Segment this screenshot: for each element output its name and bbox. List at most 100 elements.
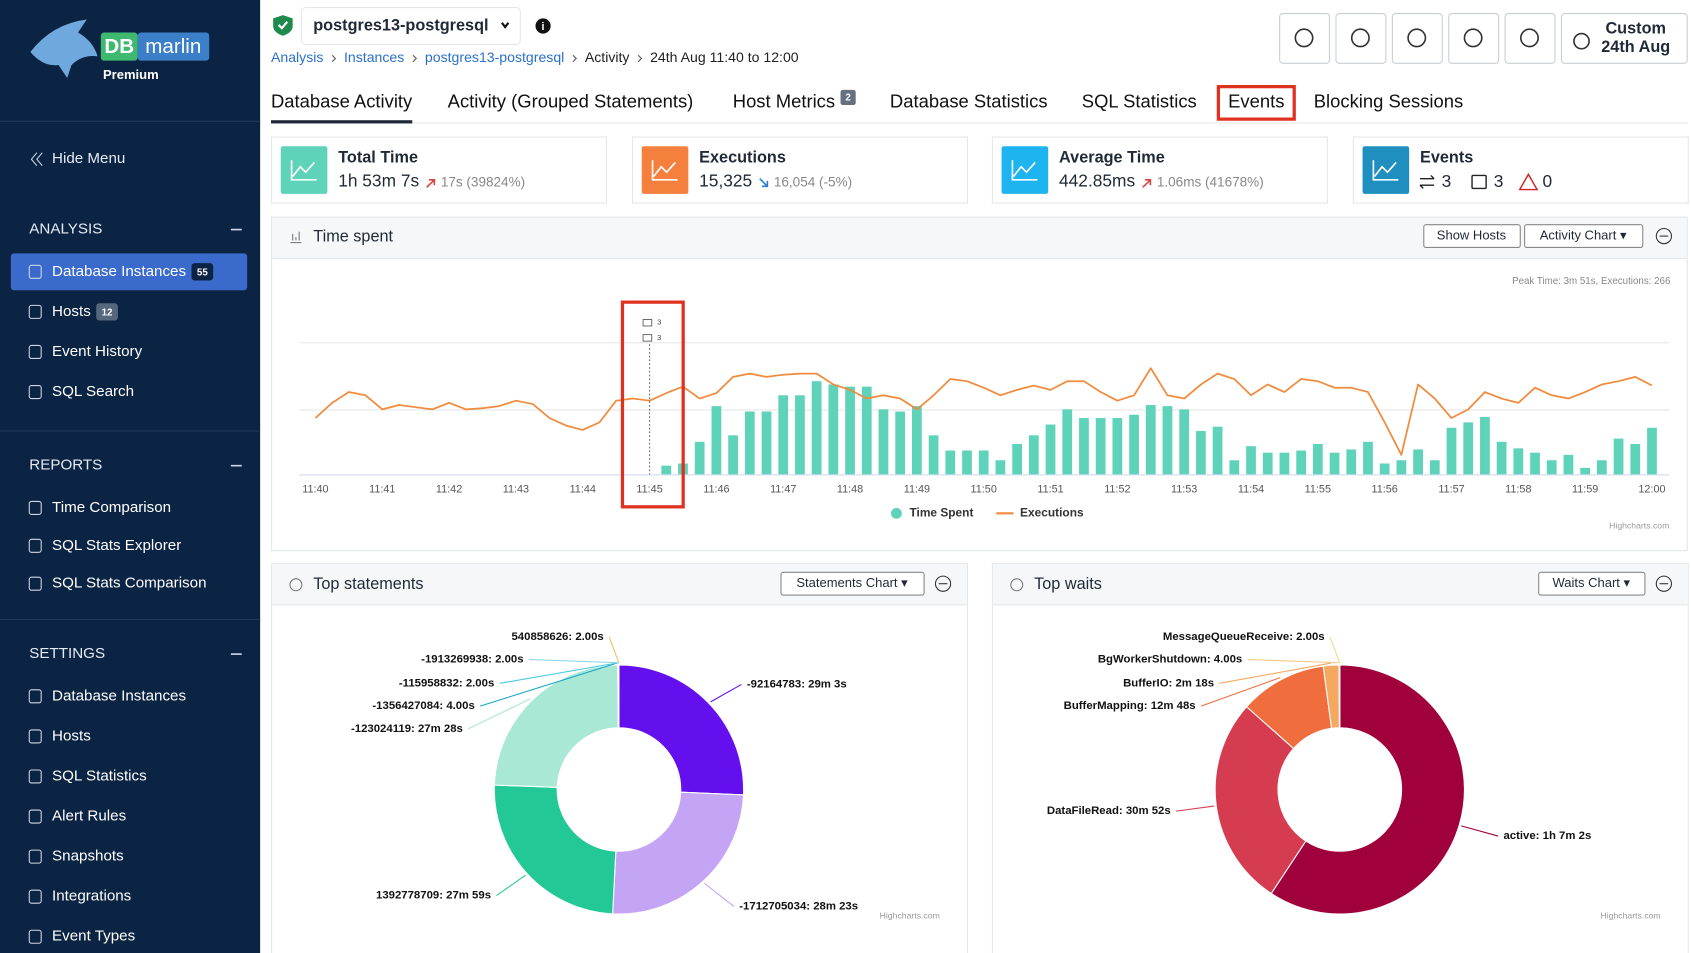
time-button[interactable] [1560, 12, 1688, 64]
nav-icon [28, 929, 42, 944]
bar [1179, 409, 1190, 475]
tab[interactable]: Database Activity [271, 91, 413, 112]
panel-title: Time spent [313, 227, 393, 245]
nav-item[interactable]: SQL Stats Explorer [52, 537, 181, 554]
x-tick-label: 11:53 [1171, 483, 1197, 495]
nav-item[interactable]: Hosts [52, 727, 91, 744]
instance-select-box[interactable] [300, 7, 521, 45]
tool-button[interactable] [1279, 12, 1331, 64]
card-title: Average Time [1059, 148, 1165, 166]
logo-fish [30, 19, 98, 78]
tool-button[interactable] [1448, 12, 1500, 64]
tool-button[interactable] [1391, 12, 1443, 64]
panel-button[interactable] [1538, 571, 1646, 596]
nav-icon [28, 849, 42, 864]
bar [1563, 454, 1574, 475]
nav-item[interactable]: Event Types [52, 928, 136, 945]
nav-item[interactable]: Hosts [52, 303, 91, 320]
bar [795, 395, 805, 475]
bar [978, 450, 989, 475]
panel-button[interactable] [1423, 224, 1521, 248]
bar [1613, 438, 1624, 475]
bar [1546, 460, 1557, 475]
card-change: 1.06ms (41678%) [1157, 175, 1264, 190]
time-button-label[interactable]: 24th Aug [1601, 38, 1670, 56]
collapse-button[interactable] [1655, 575, 1673, 592]
tool-button[interactable] [1335, 12, 1387, 64]
panel-button-label[interactable]: Activity Chart ▾ [1540, 228, 1627, 243]
nav-item[interactable]: Alert Rules [52, 808, 127, 825]
bar [1329, 452, 1340, 475]
panel-button-label[interactable]: Statements Chart ▾ [796, 575, 908, 590]
bar [1647, 427, 1657, 475]
nav-badge [191, 263, 214, 281]
collapse-button[interactable] [1655, 227, 1673, 245]
bar [661, 465, 672, 475]
info-icon[interactable] [535, 18, 551, 34]
nav-item[interactable]: Event History [52, 343, 143, 360]
nav-item[interactable]: SQL Stats Comparison [52, 575, 207, 592]
tool-button[interactable] [1504, 12, 1556, 64]
tab-underline [270, 120, 413, 124]
bar [1196, 431, 1206, 475]
instance-select[interactable]: postgres13-postgresql [300, 7, 521, 45]
tab[interactable]: Activity (Grouped Statements) [448, 91, 694, 112]
connector [496, 874, 526, 897]
pie-icon [289, 578, 303, 592]
breadcrumb-item[interactable]: Instances [344, 49, 404, 65]
instance-name[interactable]: postgres13-postgresql [313, 16, 488, 34]
panel-title: Top waits [1034, 575, 1102, 593]
x-tick-label: 11:55 [1305, 483, 1331, 495]
time-button-label[interactable]: Custom [1605, 20, 1666, 38]
bar [1379, 463, 1390, 475]
section-title: SETTINGS [29, 645, 105, 662]
hide-menu[interactable]: Hide Menu [30, 150, 125, 167]
credits: Highcharts.com [1600, 910, 1660, 920]
nav-item[interactable]: Database Instances [52, 687, 186, 704]
panel-button[interactable] [1524, 224, 1644, 248]
x-tick-label: 12:00 [1638, 483, 1665, 495]
tab[interactable]: Host Metrics [733, 91, 835, 112]
tab[interactable]: Events [1228, 91, 1284, 112]
tab[interactable]: SQL Statistics [1082, 91, 1197, 112]
bar [945, 450, 956, 475]
panel-button[interactable] [780, 571, 925, 596]
bar [1296, 450, 1307, 475]
nav-item[interactable]: Snapshots [52, 848, 124, 865]
collapse-button[interactable] [934, 575, 952, 592]
sidebar [0, 0, 261, 953]
x-tick-label: 11:47 [770, 483, 796, 495]
nav-icon [28, 729, 42, 744]
bar [1480, 416, 1490, 475]
tab[interactable]: Blocking Sessions [1314, 91, 1463, 112]
bar [1429, 460, 1440, 475]
nav-item[interactable]: Time Comparison [52, 499, 171, 516]
tab[interactable]: Database Statistics [890, 91, 1048, 112]
breadcrumb-item[interactable]: Analysis [271, 49, 323, 65]
nav-item[interactable]: SQL Statistics [52, 767, 147, 784]
hide-menu-label[interactable]: Hide Menu [52, 150, 125, 167]
bar [845, 386, 855, 475]
nav-item[interactable]: SQL Search [52, 383, 134, 400]
card-title: Executions [699, 148, 786, 166]
panel-button-label[interactable]: Waits Chart ▾ [1552, 575, 1630, 590]
nav-badge-label: 12 [102, 308, 113, 319]
bar [828, 384, 839, 475]
bar [878, 409, 889, 475]
bar [1496, 441, 1507, 475]
nav-badge [96, 303, 118, 321]
connector [1200, 677, 1281, 707]
nav-icon [28, 344, 42, 359]
data-label: active: 1h 7m 2s [1503, 830, 1591, 842]
x-tick-label: 11:50 [971, 483, 997, 495]
card-value: 1h 53m 7s [338, 171, 419, 191]
data-label: MessageQueueReceive: 2.00s [1163, 631, 1325, 643]
x-tick-label: 11:49 [904, 483, 930, 495]
breadcrumb-item[interactable]: postgres13-postgresql [425, 49, 564, 65]
panel-button-label[interactable]: Show Hosts [1437, 228, 1507, 243]
nav-item[interactable]: Database Instances [52, 263, 186, 280]
count-icon [1471, 174, 1487, 190]
nav-item[interactable]: Integrations [52, 888, 132, 905]
data-label: -1913269938: 2.00s [421, 654, 523, 666]
